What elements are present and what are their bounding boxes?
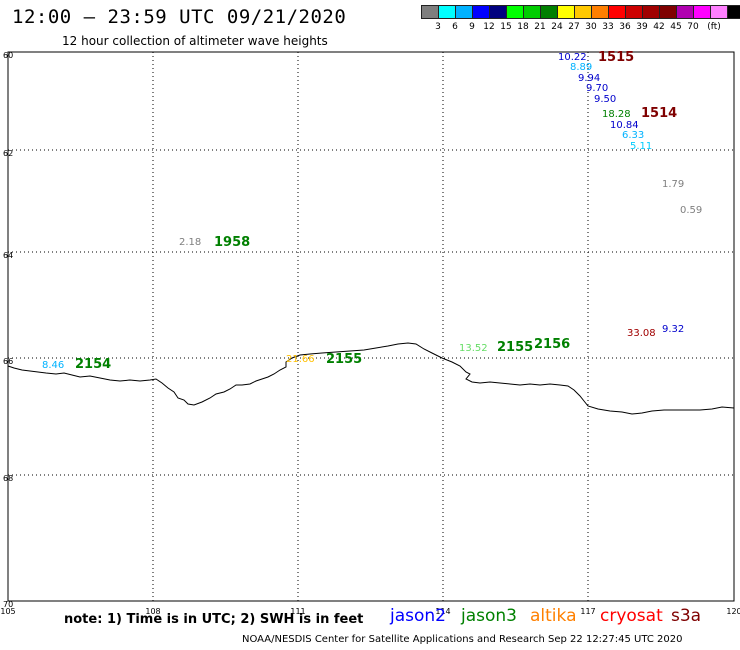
pass-time-label: 1515 bbox=[598, 50, 634, 65]
longitude-label: 117 bbox=[580, 607, 595, 616]
color-scale-tick-label: 6 bbox=[452, 22, 458, 32]
longitude-label: 105 bbox=[0, 607, 15, 616]
color-scale-tick-label: 27 bbox=[568, 22, 580, 32]
pass-time-label: 2156 bbox=[534, 337, 570, 352]
color-scale-tick-label: 33 bbox=[602, 22, 614, 32]
wave-height-label: 21.66 bbox=[286, 354, 315, 365]
latitude-label: 70 bbox=[3, 600, 13, 609]
wave-height-label: 9.70 bbox=[586, 83, 608, 94]
lat-lon-grid bbox=[8, 52, 734, 601]
satellite-legend-altika: altika bbox=[530, 606, 577, 626]
latitude-label: 62 bbox=[3, 149, 13, 158]
footer-credit: NOAA/NESDIS Center for Satellite Applica… bbox=[242, 634, 683, 645]
color-scale-tick-label: 30 bbox=[585, 22, 597, 32]
wave-height-label: 9.32 bbox=[662, 324, 684, 335]
satellite-legend-jason2: jason2 bbox=[390, 606, 446, 626]
color-scale-tick-label: 12 bbox=[483, 22, 495, 32]
color-scale-tick-label: 45 bbox=[670, 22, 682, 32]
wave-height-label: 1.79 bbox=[662, 179, 684, 190]
color-scale-tick-label: 42 bbox=[653, 22, 665, 32]
satellite-legend-s3a: s3a bbox=[671, 606, 702, 626]
observation-labels: 10.22 1515 8.899.949.709.50 18.28 151410.846… bbox=[42, 50, 702, 372]
color-swatch bbox=[727, 5, 740, 19]
latitude-label: 68 bbox=[3, 474, 13, 483]
pass-time-label: 1958 bbox=[214, 235, 250, 250]
latitude-label: 64 bbox=[3, 251, 13, 260]
wave-height-color-scale bbox=[421, 5, 740, 19]
footer-note-line: note: 1) Time is in UTC; 2) SWH is in fe… bbox=[64, 612, 363, 627]
color-scale-tick-label: 3 bbox=[435, 22, 441, 32]
color-scale-tick-label: 39 bbox=[636, 22, 648, 32]
wave-height-label: 6.33 bbox=[622, 130, 644, 141]
latitude-label: 66 bbox=[3, 357, 13, 366]
coastline bbox=[7, 342, 735, 415]
map-subtitle: 12 hour collection of altimeter wave hei… bbox=[62, 34, 328, 48]
pass-time-label: 2154 bbox=[75, 357, 111, 372]
wave-height-label: 5.11 bbox=[630, 141, 652, 152]
wave-height-label: 8.89 bbox=[570, 62, 592, 73]
wave-height-label: 13.52 bbox=[459, 343, 488, 354]
color-scale-tick-label: 21 bbox=[534, 22, 546, 32]
longitude-label: 108 bbox=[145, 607, 160, 616]
pass-time-label: 2155 bbox=[497, 340, 533, 355]
color-scale-tick-label: (ft) bbox=[707, 22, 721, 32]
pass-time-label: 1514 bbox=[641, 106, 677, 121]
pass-time-label: 2155 bbox=[326, 352, 362, 367]
wave-height-label: 10.84 bbox=[610, 120, 639, 131]
color-scale-tick-label: 24 bbox=[551, 22, 563, 32]
wave-height-label: 2.18 bbox=[179, 237, 201, 248]
wave-height-label: 33.08 bbox=[627, 328, 656, 339]
satellite-legend-cryosat: cryosat bbox=[600, 606, 663, 626]
wave-height-label: 0.59 bbox=[680, 205, 702, 216]
longitude-label: 111 bbox=[290, 607, 305, 616]
map-title: 12:00 – 23:59 UTC 09/21/2020 bbox=[12, 6, 347, 28]
wave-height-label: 9.50 bbox=[594, 94, 616, 105]
map-frame bbox=[7, 51, 735, 602]
latitude-label: 60 bbox=[3, 51, 13, 60]
wave-height-label: 10.22 bbox=[558, 52, 587, 63]
color-scale-tick-label: 18 bbox=[517, 22, 529, 32]
wave-height-label: 9.94 bbox=[578, 73, 600, 84]
footer-note: note: 1) Time is in UTC; 2) SWH is in fe… bbox=[64, 612, 364, 627]
color-scale-tick-label: 36 bbox=[619, 22, 631, 32]
longitude-label: 120 bbox=[726, 607, 740, 616]
longitude-label: 114 bbox=[435, 607, 450, 616]
satellite-legend-jason3: jason3 bbox=[461, 606, 517, 626]
wave-height-label: 18.28 bbox=[602, 109, 631, 120]
color-scale-tick-label: 9 bbox=[469, 22, 475, 32]
color-scale-tick-label: 70 bbox=[687, 22, 699, 32]
wave-height-label: 8.46 bbox=[42, 360, 64, 371]
color-scale-tick-label: 15 bbox=[500, 22, 512, 32]
